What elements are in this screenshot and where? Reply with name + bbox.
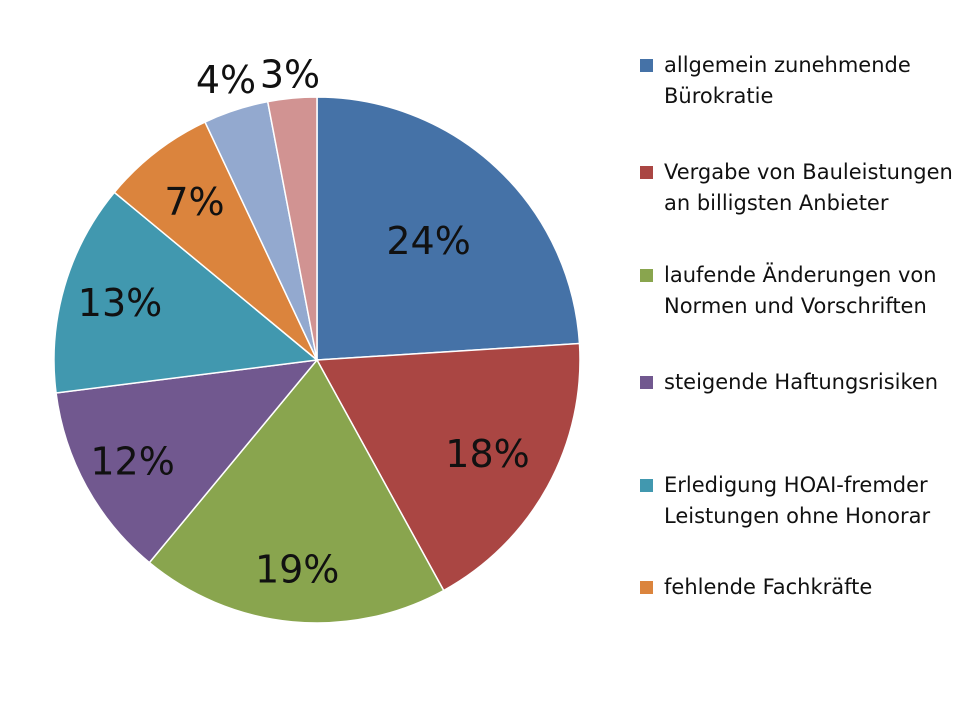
slice-value-label: 24% — [386, 219, 470, 263]
legend-item: Erledigung HOAI-fremder Leistungen ohne … — [640, 470, 955, 532]
legend-swatch — [640, 166, 653, 179]
slice-value-label: 3% — [260, 53, 320, 97]
legend-label: Vergabe von Bauleistungen an billigsten … — [664, 160, 953, 215]
slice-value-label: 4% — [196, 58, 256, 102]
legend-label: laufende Änderungen von Normen und Vorsc… — [664, 263, 937, 318]
pie-slice — [113, 121, 318, 361]
legend-item: steigende Haftungsrisiken — [640, 367, 955, 398]
legend-item: allgemein zunehmende Bürokratie — [640, 50, 955, 112]
pie-slice — [316, 96, 581, 361]
legend-item: fehlende Fachkräfte — [640, 572, 955, 603]
slice-value-label: 18% — [445, 432, 529, 476]
legend-swatch — [640, 479, 653, 492]
slice-value-label: 13% — [78, 281, 162, 325]
legend-swatch — [640, 581, 653, 594]
legend-swatch — [640, 269, 653, 282]
pie-slice — [315, 342, 581, 592]
legend-label: steigende Haftungsrisiken — [664, 370, 939, 394]
pie-slice — [55, 359, 319, 564]
legend-label: allgemein zunehmende Bürokratie — [664, 53, 911, 108]
pie-slice — [53, 191, 319, 394]
legend-item: Vergabe von Bauleistungen an billigsten … — [640, 157, 955, 219]
legend-label: fehlende Fachkräfte — [664, 575, 873, 599]
pie-slice — [266, 96, 318, 361]
legend-item: laufende Änderungen von Normen und Vorsc… — [640, 260, 955, 322]
slice-value-label: 7% — [164, 180, 224, 224]
pie-slices — [53, 96, 581, 624]
slice-value-label: 12% — [90, 439, 174, 483]
pie-slice — [148, 358, 445, 624]
legend-swatch — [640, 376, 653, 389]
slice-value-label: 19% — [255, 548, 339, 592]
legend-label: Erledigung HOAI-fremder Leistungen ohne … — [664, 473, 931, 528]
pie-value-labels: 24% 18% 19% 12% 13% 7% 4% 3% — [78, 53, 530, 592]
legend-swatch — [640, 59, 653, 72]
